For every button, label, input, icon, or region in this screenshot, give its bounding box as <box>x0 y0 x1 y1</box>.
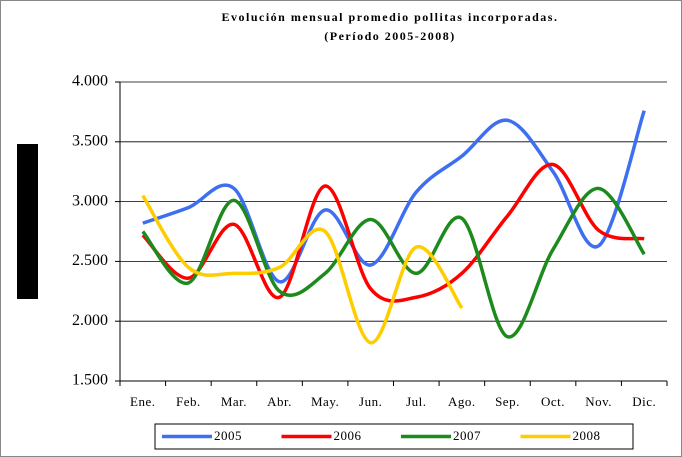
side-bar <box>17 144 38 299</box>
x-tick-label: Jul. <box>406 394 426 409</box>
y-tick-label: 1.500 <box>72 372 108 389</box>
y-tick-label: 4.000 <box>72 73 108 90</box>
x-tick-label: Ene. <box>130 394 155 409</box>
x-tick-label: Ago. <box>448 394 476 409</box>
x-tick-label: Oct. <box>541 394 565 409</box>
series-line <box>142 110 646 284</box>
legend-label: 2006 <box>334 428 362 443</box>
x-tick-label: Mar. <box>221 394 247 409</box>
y-tick-label: 3.500 <box>72 132 108 149</box>
legend-label: 2007 <box>453 428 481 443</box>
chart-subtitle: (Período 2005-2008) <box>324 29 455 43</box>
y-tick-label: 2.500 <box>72 252 108 269</box>
y-tick-label: 2.000 <box>72 312 108 329</box>
x-tick-label: Nov. <box>585 394 612 409</box>
series-line <box>141 162 645 303</box>
chart-title: Evolución mensual promedio pollitas inco… <box>222 10 559 24</box>
legend-label: 2005 <box>214 428 242 443</box>
x-tick-label: May. <box>311 394 339 409</box>
x-tick-label: Jun. <box>359 394 382 409</box>
y-tick-label: 3.000 <box>72 192 108 209</box>
series-line <box>141 186 646 339</box>
x-tick-label: Feb. <box>176 394 201 409</box>
legend-label: 2008 <box>573 428 601 443</box>
series-line <box>141 194 464 345</box>
x-tick-label: Dic. <box>632 394 656 409</box>
x-tick-label: Sep. <box>495 394 520 409</box>
x-tick-label: Abr. <box>267 394 292 409</box>
